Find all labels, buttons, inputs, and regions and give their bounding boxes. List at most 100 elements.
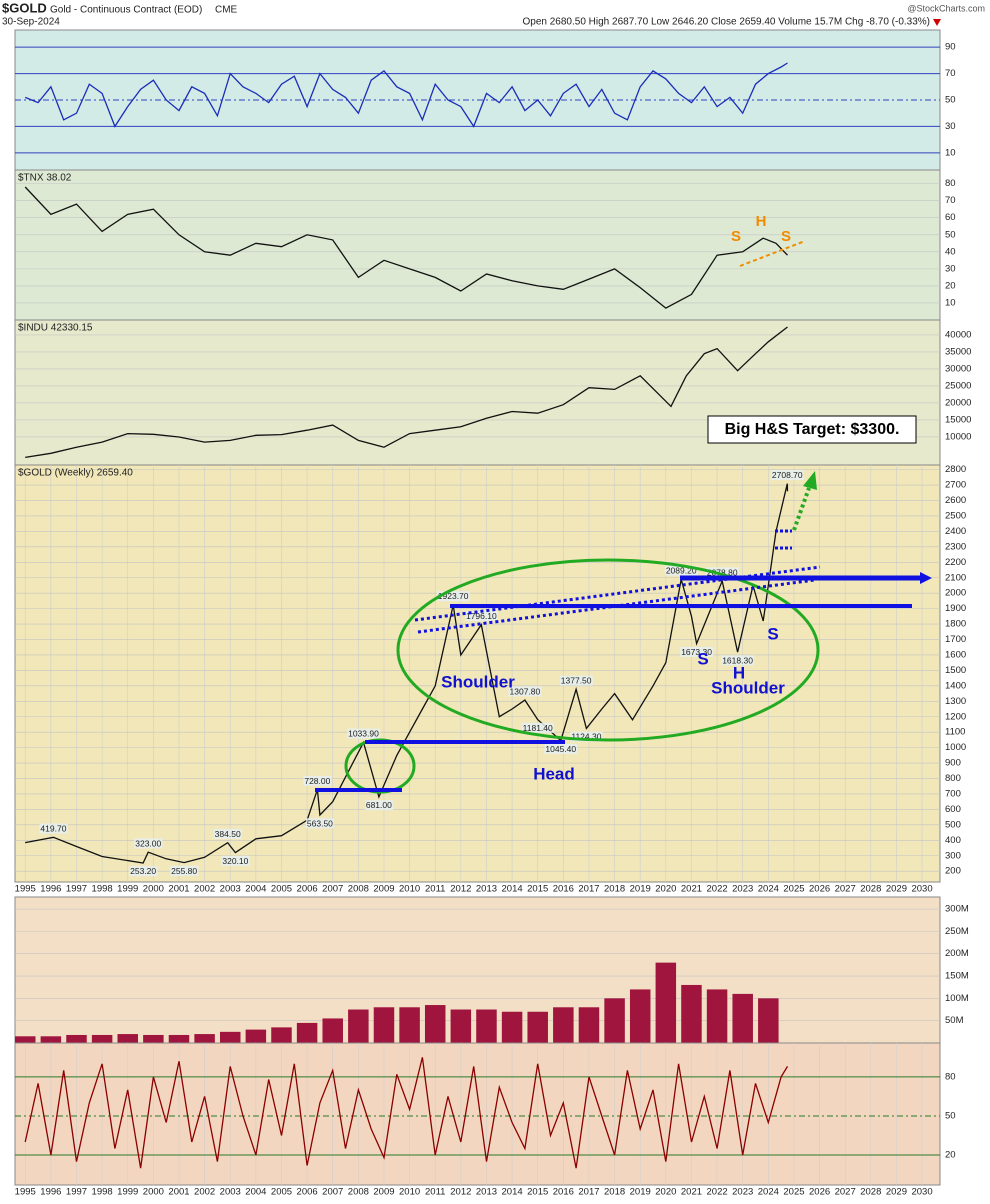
x-tick-label: 2009 <box>373 884 394 895</box>
y-tick-label: 800 <box>945 773 961 784</box>
x-tick-label: 2004 <box>245 1187 266 1198</box>
x-tick-label: 2028 <box>860 884 881 895</box>
x-tick-label: 1996 <box>40 1187 61 1198</box>
y-tick-label: 2000 <box>945 588 966 599</box>
down-arrow <box>933 19 941 26</box>
value-label-bg <box>464 610 498 621</box>
x-tick-label: 2010 <box>399 1187 420 1198</box>
value-label-bg <box>364 800 394 811</box>
y-tick-label: 1300 <box>945 696 966 707</box>
value-label-bg <box>721 655 755 666</box>
x-tick-label: 2013 <box>476 884 497 895</box>
volume-bar <box>194 1034 215 1043</box>
x-tick-label: 2013 <box>476 1187 497 1198</box>
y-tick-label: 60 <box>945 212 956 223</box>
y-tick-label: 30000 <box>945 363 971 374</box>
y-tick-label: 150M <box>945 971 969 982</box>
value-label: 255.80 <box>171 866 197 876</box>
y-tick-label: 200 <box>945 866 961 877</box>
pattern-ellipse <box>396 558 820 742</box>
y-tick-label: 600 <box>945 804 961 815</box>
y-tick-label: 30 <box>945 121 956 132</box>
y-tick-label: 70 <box>945 68 956 79</box>
y-tick-label: 1900 <box>945 603 966 614</box>
y-tick-label: 1800 <box>945 619 966 630</box>
volume-bar <box>450 1009 472 1043</box>
value-label-bg <box>559 675 593 686</box>
volume-bar <box>578 1007 600 1043</box>
x-tick-label: 2015 <box>527 1187 548 1198</box>
y-tick-label: 10 <box>945 297 956 308</box>
y-tick-label: 1400 <box>945 680 966 691</box>
x-tick-label: 2029 <box>886 1187 907 1198</box>
volume-bar <box>681 984 702 1043</box>
value-label-bg <box>570 731 603 742</box>
y-tick-label: 700 <box>945 788 961 799</box>
y-tick-label: 2800 <box>945 464 966 475</box>
drawings: S H S Big H&S Target: $3300. Shoulder He… <box>315 213 932 794</box>
y-tick-label: 50 <box>945 95 956 106</box>
x-tick-label: 2003 <box>220 1187 241 1198</box>
y-tick-label: 30 <box>945 263 956 274</box>
x-tick-label: 2008 <box>348 1187 369 1198</box>
y-tick-label: 80 <box>945 178 956 189</box>
y-tick-label: 20 <box>945 1150 956 1161</box>
name: Gold - Continuous Contract (EOD) <box>50 5 202 16</box>
y-tick-label: 10 <box>945 147 956 158</box>
x-tick-label: 1995 <box>15 884 36 895</box>
value-label: 1045.40 <box>545 744 576 754</box>
y-tick-label: 200M <box>945 948 969 959</box>
y-tick-label: 900 <box>945 758 961 769</box>
x-tick-label: 2030 <box>911 884 932 895</box>
x-tick-label: 2023 <box>732 1187 753 1198</box>
x-tick-label: 2000 <box>143 884 164 895</box>
y-tick-label: 40000 <box>945 329 971 340</box>
value-label-bg <box>705 567 739 578</box>
x-tick-label: 2016 <box>553 884 574 895</box>
volume-bar <box>373 1007 395 1043</box>
x-tick-label: 2022 <box>707 1187 728 1198</box>
y-tick-label: 15000 <box>945 414 971 425</box>
y-tick-label: 25000 <box>945 380 971 391</box>
date: 30-Sep-2024 <box>2 17 60 28</box>
panel-bg <box>14 1042 941 1186</box>
volume-bar <box>40 1036 62 1043</box>
x-tick-label: 1998 <box>92 1187 113 1198</box>
value-label-bg <box>305 818 335 829</box>
x-tick-label: 2015 <box>527 884 548 895</box>
target-arrow <box>792 487 811 531</box>
x-tick-label: 2027 <box>835 884 856 895</box>
value-label: 1377.50 <box>561 676 592 686</box>
x-tick-label: 2005 <box>271 884 292 895</box>
x-tick-label: 2010 <box>399 884 420 895</box>
x-tick-label: 2006 <box>297 884 318 895</box>
value-label: 1923.70 <box>438 591 469 601</box>
y-tick-label: 40 <box>945 246 956 257</box>
value-label-bg <box>664 565 698 576</box>
y-tick-label: 10000 <box>945 431 971 442</box>
value-label: 1307.80 <box>510 686 541 696</box>
value-label: 728.00 <box>304 776 330 786</box>
symbol: $GOLD <box>2 0 47 15</box>
x-tick-label: 2024 <box>758 884 779 895</box>
price-line <box>24 1057 789 1169</box>
y-tick-label: 1200 <box>945 711 966 722</box>
value-label-bg <box>170 865 199 876</box>
x-tick-label: 2001 <box>168 884 189 895</box>
y-tick-label: 300 <box>945 850 961 861</box>
x-tick-label: 2014 <box>502 884 523 895</box>
x-tick-label: 2021 <box>681 884 702 895</box>
y-tick-label: 20000 <box>945 397 971 408</box>
y-tick-label: 2700 <box>945 480 966 491</box>
x-tick-label: 2011 <box>425 884 445 895</box>
price-line <box>24 186 788 309</box>
x-tick-label: 2012 <box>450 1187 471 1198</box>
exchange: CME <box>215 5 238 16</box>
volume-bar <box>655 962 677 1043</box>
x-tick-label: 2020 <box>655 884 676 895</box>
value-label-bg <box>39 823 68 834</box>
value-label-bg <box>134 838 163 849</box>
value-label-bg <box>544 743 578 754</box>
x-tick-label: 2018 <box>604 1187 625 1198</box>
